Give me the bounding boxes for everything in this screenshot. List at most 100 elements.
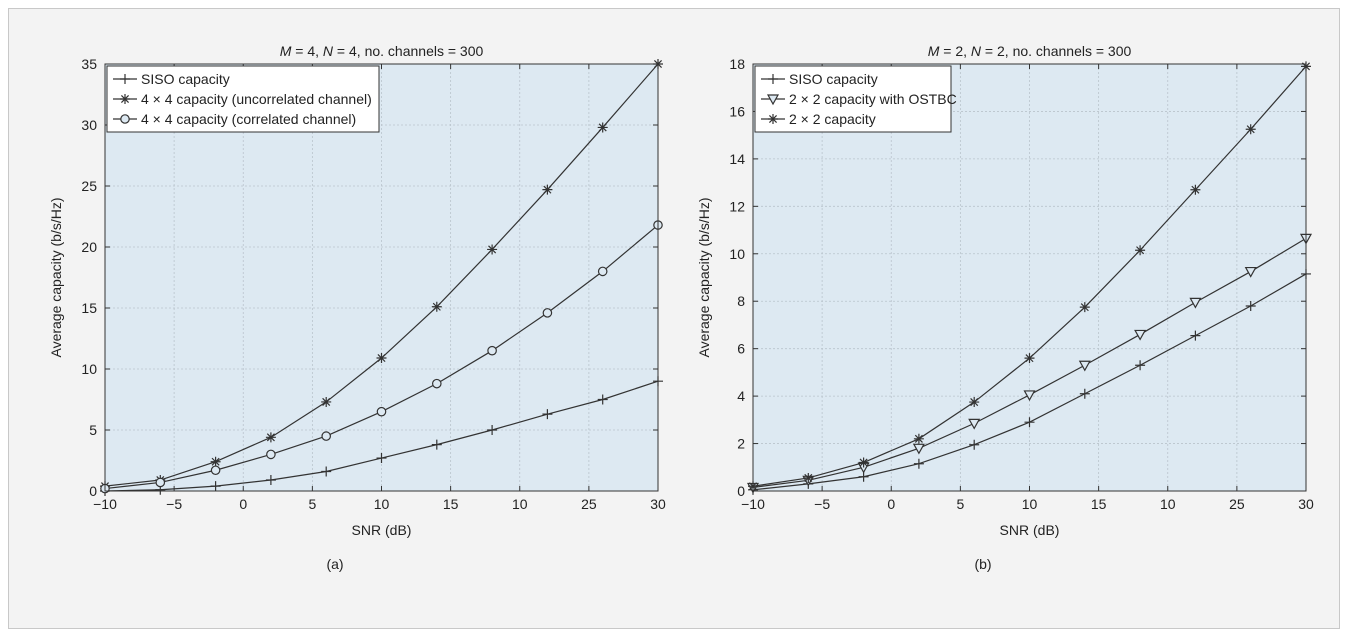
legend-marker <box>120 74 130 84</box>
data-point <box>431 378 442 389</box>
y-tick-label: 4 <box>737 388 745 404</box>
data-point <box>1245 300 1256 311</box>
data-point <box>210 481 221 492</box>
data-point <box>376 406 387 417</box>
x-tick-label: −10 <box>741 496 765 512</box>
legend-box <box>106 65 380 133</box>
x-tick-label: 15 <box>1091 496 1107 512</box>
data-point <box>431 439 442 450</box>
x-tick-label: 10 <box>374 496 390 512</box>
data-point <box>913 433 924 444</box>
data-point <box>1135 360 1146 371</box>
data-point <box>1023 390 1036 402</box>
x-tick-label: 30 <box>650 496 666 512</box>
title-part: = 4, no. channels = 300 <box>333 43 483 59</box>
figure-caption: (b) <box>974 556 991 572</box>
x-tick-label: −5 <box>166 496 182 512</box>
y-tick-label: 15 <box>81 300 97 316</box>
y-tick-label: 30 <box>81 117 97 133</box>
y-tick-label: 10 <box>729 246 745 262</box>
title-part: = 4, <box>291 43 323 59</box>
legend: SISO capacity 2 × 2 capacity with OSTBC 2 … <box>754 65 957 133</box>
y-tick-label: 6 <box>737 341 745 357</box>
data-point <box>1024 417 1035 428</box>
x-tick-label: −5 <box>814 496 830 512</box>
x-tick-label: 15 <box>443 496 459 512</box>
data-point <box>210 456 221 467</box>
data-point <box>969 439 980 450</box>
y-tick-label: 0 <box>737 483 745 499</box>
axes-frame <box>752 63 1307 492</box>
data-point <box>1244 266 1257 278</box>
chart-title: M = 2, N = 2, no. channels = 300 <box>928 43 1132 59</box>
x-tick-label: −10 <box>93 496 117 512</box>
y-tick-label: 12 <box>729 198 745 214</box>
legend-label: SISO capacity <box>789 71 878 87</box>
data-point <box>597 266 608 277</box>
y-tick-label: 0 <box>89 483 97 499</box>
series-3 <box>748 61 1311 492</box>
x-tick-label: 10 <box>512 496 528 512</box>
data-point <box>1189 297 1202 309</box>
y-tick-label: 14 <box>729 151 745 167</box>
title-part: M <box>280 43 292 59</box>
data-point <box>542 184 553 195</box>
title-part: = 2, <box>939 43 971 59</box>
y-tick-label: 10 <box>81 361 97 377</box>
y-tick-label: 16 <box>729 103 745 119</box>
data-point <box>1024 353 1035 364</box>
data-point <box>969 397 980 408</box>
data-point <box>858 457 869 468</box>
legend-marker <box>766 94 780 106</box>
legend: SISO capacity 4 × 4 capacity (uncorrelate… <box>106 65 380 133</box>
data-point <box>431 301 442 312</box>
data-point <box>1135 245 1146 256</box>
data-point <box>265 432 276 443</box>
y-tick-label: 25 <box>81 178 97 194</box>
y-tick-label: 20 <box>81 239 97 255</box>
x-tick-label: 10 <box>1160 496 1176 512</box>
x-tick-label: 5 <box>308 496 316 512</box>
title-part: N <box>971 43 982 59</box>
y-axis-label: Average capacity (b/s/Hz) <box>48 197 64 357</box>
legend-marker <box>120 114 130 124</box>
series-1 <box>100 376 663 496</box>
legend-marker <box>120 94 130 104</box>
chart-b: −10 −5 0 5 10 15 10 25 30 0 2 4 6 8 10 12 14 16 18 SISO cap… <box>696 43 1314 572</box>
data-point <box>1190 330 1201 341</box>
figure-caption: (a) <box>326 556 343 572</box>
data-point <box>210 465 221 476</box>
chart-a: −10 −5 0 5 10 15 10 25 30 0 5 10 15 20 25 30 35 SISO capa… <box>48 43 666 572</box>
data-point <box>1190 184 1201 195</box>
data-point <box>321 396 332 407</box>
title-part: = 2, no. channels = 300 <box>981 43 1131 59</box>
data-point <box>487 244 498 255</box>
data-point <box>1079 302 1090 313</box>
x-tick-label: 5 <box>956 496 964 512</box>
data-point <box>321 431 331 441</box>
data-point <box>597 394 608 405</box>
legend-label: 2 × 2 capacity <box>789 111 876 127</box>
legend-label: SISO capacity <box>141 71 230 87</box>
data-point <box>321 466 332 477</box>
data-point <box>803 472 814 483</box>
data-point <box>597 122 608 133</box>
data-point <box>155 477 166 488</box>
grid <box>753 64 1306 491</box>
y-tick-label: 2 <box>737 436 745 452</box>
data-point <box>487 345 497 356</box>
legend-label: 4 × 4 capacity (correlated channel) <box>141 111 356 127</box>
data-point <box>1078 360 1091 372</box>
data-point <box>376 453 387 464</box>
y-tick-label: 8 <box>737 293 745 309</box>
data-point <box>968 418 981 430</box>
data-point <box>1134 329 1147 341</box>
x-tick-label: 10 <box>1022 496 1038 512</box>
x-tick-label: 25 <box>1229 496 1245 512</box>
title-part: N <box>323 43 334 59</box>
y-tick-label: 18 <box>729 56 745 72</box>
title-part: M <box>928 43 940 59</box>
x-tick-label: 25 <box>581 496 597 512</box>
data-point <box>1245 124 1256 135</box>
